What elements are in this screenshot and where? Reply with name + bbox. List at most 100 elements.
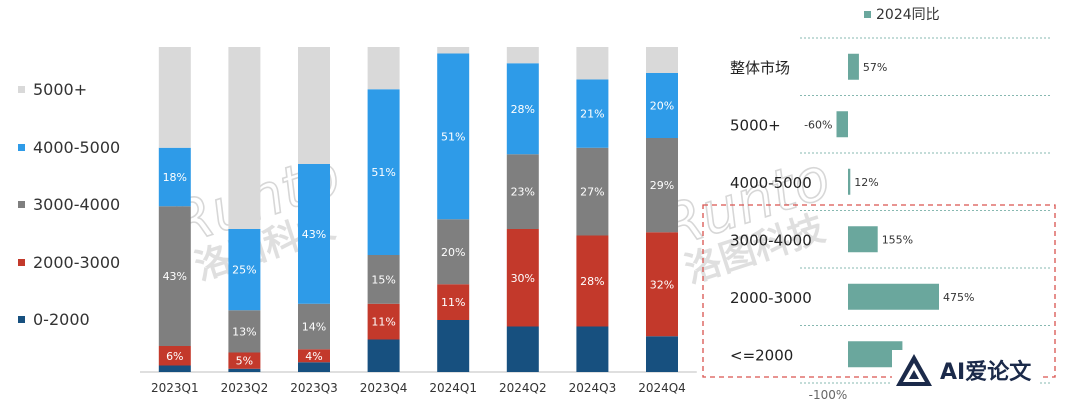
bar-segment	[158, 206, 191, 346]
yoy-axis-min-label: -100%	[809, 388, 848, 402]
bar-segment	[576, 47, 609, 80]
bar-segment	[506, 47, 539, 64]
yoy-bar	[848, 53, 859, 80]
legend-item: 4000-5000	[18, 138, 120, 157]
ai-logo: AI爱论文	[892, 350, 1040, 390]
data-label: 25%	[232, 264, 256, 277]
bar-segment	[646, 232, 678, 337]
bar-segment	[437, 320, 470, 372]
data-label: 18%	[163, 171, 187, 184]
yoy-value-label: 57%	[863, 61, 887, 74]
bar-segment	[506, 154, 539, 229]
bar-segment	[576, 79, 609, 148]
data-label: 43%	[163, 270, 187, 283]
bar-segment	[506, 229, 539, 327]
bar-segment	[298, 303, 330, 350]
bar-segment	[298, 164, 330, 304]
bar-segment	[228, 229, 261, 311]
legend-label: 4000-5000	[33, 137, 121, 157]
yoy-category-label: 整体市场	[730, 59, 790, 77]
legend-swatch	[18, 258, 25, 266]
bar-segment	[367, 89, 400, 255]
bar-segment	[228, 352, 261, 369]
data-label: 30%	[511, 272, 535, 285]
yoy-bar	[848, 283, 939, 310]
bar-segment	[367, 255, 400, 304]
yoy-value-label: 475%	[943, 291, 974, 304]
yoy-bar-chart: 2024同比 57% 整体市场 -60% 5000+ 12% 4000-5000 155% 30…	[702, 7, 1056, 402]
legend-swatch	[18, 201, 25, 208]
highlight-box	[702, 204, 1056, 378]
legend-item: 2000-3000	[18, 253, 120, 272]
legend-item: 3000-4000	[18, 195, 120, 214]
data-label: 11%	[371, 316, 395, 329]
legend-label: 0-2000	[33, 310, 90, 329]
x-tick-label: 2023Q3	[290, 381, 338, 395]
yoy-bar	[836, 111, 848, 138]
yoy-legend-swatch	[864, 11, 871, 18]
bar-segment	[298, 349, 330, 363]
data-label: 11%	[441, 296, 465, 309]
data-label: 21%	[580, 108, 604, 121]
data-label: 23%	[511, 186, 535, 199]
data-label: 4%	[305, 350, 322, 363]
x-tick-label: 2024Q2	[499, 381, 547, 395]
bar-segment	[158, 346, 191, 366]
bar-segment	[506, 63, 539, 155]
bar-segment	[367, 47, 400, 90]
bar-segment	[158, 147, 191, 207]
yoy-value-label: 155%	[882, 233, 913, 246]
legend-label: 3000-4000	[33, 195, 121, 214]
x-tick-label: 2023Q4	[360, 381, 408, 395]
bar-segment	[437, 219, 470, 285]
data-label: 51%	[371, 166, 395, 179]
yoy-category-label: 2000-3000	[730, 289, 812, 307]
data-label: 43%	[302, 228, 326, 241]
yoy-legend-label: 2024同比	[876, 7, 940, 23]
yoy-category-label: 5000+	[730, 116, 781, 134]
data-label: 27%	[580, 186, 604, 199]
data-label: 32%	[650, 278, 674, 291]
yoy-value-label: 12%	[854, 176, 878, 189]
data-label: 13%	[232, 325, 256, 338]
bar-segment	[367, 339, 400, 372]
bar-segment	[298, 362, 330, 372]
x-tick-label: 2023Q2	[221, 381, 269, 395]
bar-segment	[367, 303, 400, 340]
bar-segment	[646, 336, 678, 372]
bar-segment	[228, 310, 261, 353]
logo-text: AI爱论文	[940, 360, 1032, 385]
bar-segment	[576, 235, 609, 327]
bar-segment	[437, 53, 470, 220]
bar-segment	[228, 47, 261, 229]
data-label: 51%	[441, 130, 465, 143]
bar-segment	[298, 47, 330, 164]
legend-item: 5000+	[18, 80, 87, 99]
bar-segment	[158, 47, 191, 148]
x-tick-label: 2023Q1	[151, 381, 199, 395]
yoy-category-label: <=2000	[730, 346, 793, 364]
data-label: 28%	[580, 275, 604, 288]
yoy-category-label: 4000-5000	[730, 174, 812, 192]
bar-segment	[576, 147, 609, 236]
x-tick-label: 2024Q3	[569, 381, 617, 395]
x-tick-label: 2024Q4	[638, 381, 686, 395]
bar-segment	[646, 138, 678, 233]
legend-swatch	[18, 316, 25, 323]
data-label: 20%	[441, 246, 465, 259]
data-label: 29%	[650, 179, 674, 192]
logo-icon	[896, 354, 932, 386]
stacked-bar-chart: 6% 43% 18% 2023Q1 5% 13% 25% 2023Q2 4% 14% 43% 2023…	[140, 47, 697, 395]
yoy-bar	[848, 226, 878, 253]
bar-segment	[646, 47, 678, 73]
legend-label: 5000+	[33, 80, 88, 99]
bar-segment	[437, 47, 470, 54]
legend-label: 2000-3000	[33, 252, 121, 272]
yoy-bar	[848, 168, 851, 195]
data-label: 6%	[166, 350, 183, 363]
bar-segment	[646, 73, 678, 138]
bar-segment	[437, 284, 470, 320]
data-label: 15%	[371, 273, 395, 286]
